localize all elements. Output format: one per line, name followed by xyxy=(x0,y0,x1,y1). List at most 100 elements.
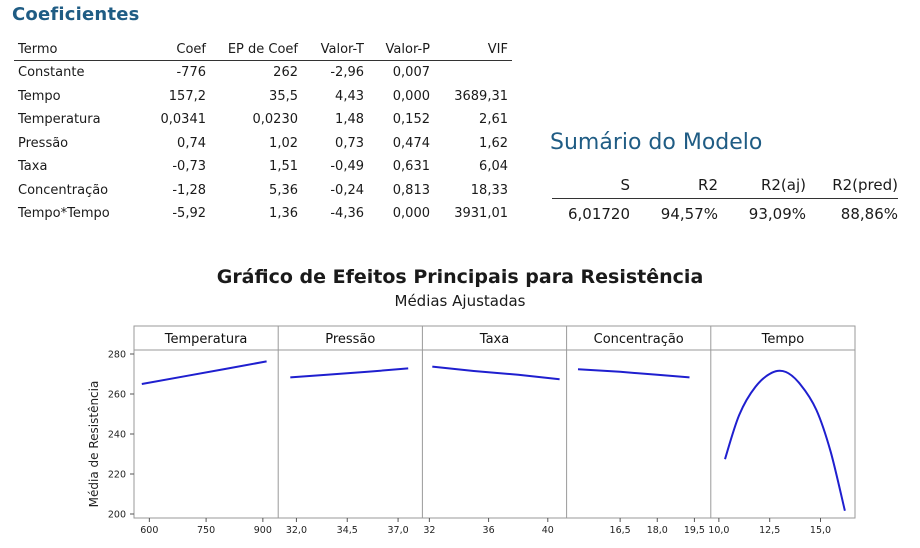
series-line xyxy=(724,369,846,512)
coef-cell: 6,04 xyxy=(479,159,508,175)
coef-cell: 1,51 xyxy=(269,159,298,175)
coef-cell: 35,5 xyxy=(269,88,298,104)
coef-cell: 0,000 xyxy=(392,206,430,222)
coef-cell: -0,24 xyxy=(330,182,364,198)
x-tick-label: 32 xyxy=(423,525,435,536)
summary-value-cell: 93,09% xyxy=(748,205,806,223)
panel-title: Pressão xyxy=(325,332,375,347)
table-row: Tempo 157,2 35,5 4,43 0,000 3689,31 xyxy=(14,85,512,109)
x-tick-label: 37,0 xyxy=(387,525,408,536)
table-row: Concentração -1,28 5,36 -0,24 0,813 18,33 xyxy=(14,179,512,203)
coefficients-body: Constante -776 262 -2,96 0,007 Tempo 157,2 35,5… xyxy=(14,61,512,226)
y-tick-label: 280 xyxy=(108,350,126,361)
table-row: Constante -776 262 -2,96 0,007 xyxy=(14,61,512,85)
coef-header-cell: Valor-T xyxy=(302,38,368,61)
y-axis-label: Média de Resistência xyxy=(87,381,101,508)
panel-title: Tempo xyxy=(761,332,805,347)
coef-cell: 0,152 xyxy=(392,112,430,128)
coef-cell: -5,92 xyxy=(172,206,206,222)
coef-cell: Temperatura xyxy=(18,112,101,128)
coef-cell: 0,007 xyxy=(392,65,430,81)
coef-cell: Concentração xyxy=(18,182,109,198)
coef-cell: 0,474 xyxy=(392,135,430,151)
x-tick-label: 750 xyxy=(197,525,215,536)
coef-cell: -4,36 xyxy=(330,206,364,222)
model-summary-title: Sumário do Modelo xyxy=(550,130,763,155)
model-summary-table: S R2 R2(aj) R2(pred) 6,01720 94,57% 93,09% 88,… xyxy=(552,172,898,229)
coef-header-cell: Coef xyxy=(150,38,210,61)
coef-cell: Tempo*Tempo xyxy=(18,206,110,222)
coef-cell: 0,000 xyxy=(392,88,430,104)
x-tick-label: 15,0 xyxy=(810,525,831,536)
summary-header-cell: R2 xyxy=(630,172,718,199)
coef-header-cell: VIF xyxy=(434,38,512,61)
summary-value-cell: 6,01720 xyxy=(567,205,630,223)
x-tick-label: 16,5 xyxy=(610,525,631,536)
coef-cell: 4,43 xyxy=(335,88,364,104)
coef-cell: -2,96 xyxy=(330,65,364,81)
table-row: Pressão 0,74 1,02 0,73 0,474 1,62 xyxy=(14,132,512,156)
x-tick-label: 12,5 xyxy=(759,525,780,536)
table-row: Temperatura 0,0341 0,0230 1,48 0,152 2,61 xyxy=(14,108,512,132)
x-tick-label: 10,0 xyxy=(708,525,729,536)
x-tick-label: 18,0 xyxy=(647,525,668,536)
coefficients-header-row: Termo Coef EP de Coef Valor-T Valor-P VIF xyxy=(14,38,512,61)
coef-cell: 0,813 xyxy=(392,182,430,198)
coef-cell: -0,73 xyxy=(172,159,206,175)
table-row: Taxa -0,73 1,51 -0,49 0,631 6,04 xyxy=(14,155,512,179)
plot-frame xyxy=(133,325,856,519)
coef-cell: 1,36 xyxy=(269,206,298,222)
x-tick-label: 36 xyxy=(483,525,495,536)
chart-title: Gráfico de Efeitos Principais para Resis… xyxy=(216,266,704,288)
x-tick-label: 600 xyxy=(140,525,158,536)
summary-header-cell: R2(pred) xyxy=(806,172,898,199)
series-line xyxy=(432,365,560,381)
y-tick-label: 240 xyxy=(108,430,126,441)
coef-cell: Pressão xyxy=(18,135,69,151)
coef-header-cell: EP de Coef xyxy=(210,38,302,61)
y-tick-label: 260 xyxy=(108,390,126,401)
coef-cell: 1,62 xyxy=(479,135,508,151)
coef-cell: -776 xyxy=(176,65,206,81)
coef-cell: 5,36 xyxy=(269,182,298,198)
series-line xyxy=(577,368,690,379)
coef-cell: Constante xyxy=(18,65,85,81)
summary-value-cell: 88,86% xyxy=(840,205,898,223)
coef-header-cell: Valor-P xyxy=(368,38,434,61)
coef-cell: 1,48 xyxy=(335,112,364,128)
table-row: Tempo*Tempo -5,92 1,36 -4,36 0,000 3931,01 xyxy=(14,202,512,226)
coef-cell: 0,0341 xyxy=(160,112,207,128)
coef-cell: 0,73 xyxy=(335,135,364,151)
coef-cell: 262 xyxy=(273,65,298,81)
series-line xyxy=(141,360,267,385)
coef-cell: 18,33 xyxy=(470,182,508,198)
coef-cell: 2,61 xyxy=(479,112,508,128)
coefficients-table: Termo Coef EP de Coef Valor-T Valor-P VIF Con… xyxy=(14,38,512,226)
summary-value-cell: 94,57% xyxy=(660,205,718,223)
coefficients-title: Coeficientes xyxy=(12,4,140,25)
coef-cell: 3931,01 xyxy=(454,206,508,222)
coef-cell: 1,02 xyxy=(269,135,298,151)
y-tick-label: 220 xyxy=(108,470,126,481)
summary-header-cell: S xyxy=(552,172,630,199)
coef-cell: -1,28 xyxy=(172,182,206,198)
chart-subtitle: Médias Ajustadas xyxy=(394,292,526,310)
panel-title: Concentração xyxy=(594,332,684,347)
panel-title: Taxa xyxy=(479,332,509,347)
x-tick-label: 40 xyxy=(542,525,554,536)
x-tick-label: 900 xyxy=(254,525,272,536)
x-tick-label: 34,5 xyxy=(337,525,358,536)
coef-header-cell: Termo xyxy=(14,38,150,61)
x-tick-label: 19,5 xyxy=(684,525,705,536)
summary-values-row: 6,01720 94,57% 93,09% 88,86% xyxy=(552,199,898,230)
y-tick-label: 200 xyxy=(108,510,126,521)
coef-cell: 0,74 xyxy=(177,135,206,151)
series-line xyxy=(290,367,409,379)
main-effects-chart: 200 220 240 260 280 Média de Resistência Tempe… xyxy=(87,325,856,536)
coef-cell: 0,631 xyxy=(392,159,430,175)
coef-cell: 157,2 xyxy=(168,88,206,104)
panel-title: Temperatura xyxy=(164,332,248,347)
coef-cell: Tempo xyxy=(18,88,61,104)
coef-cell: 3689,31 xyxy=(454,88,508,104)
coef-cell: -0,49 xyxy=(330,159,364,175)
